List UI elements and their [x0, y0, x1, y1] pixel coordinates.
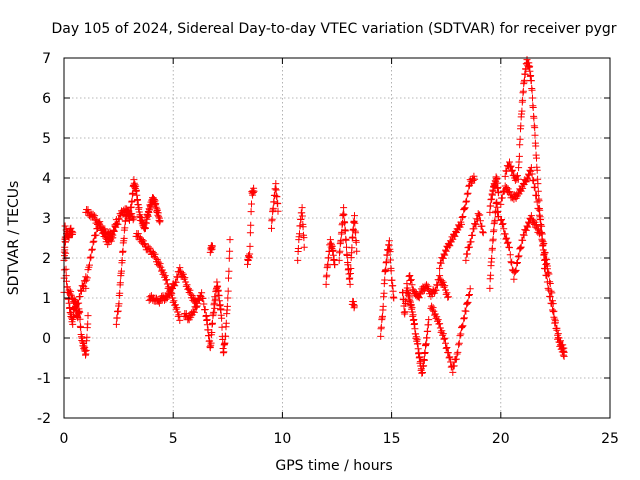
- data-point-markers: [180, 289, 219, 352]
- data-point-markers: [497, 212, 544, 283]
- data-point-markers: [486, 173, 503, 216]
- x-axis-label: GPS time / hours: [275, 458, 392, 474]
- data-point-markers: [211, 236, 234, 357]
- y-tick-label: 7: [42, 51, 51, 67]
- data-point-markers: [436, 172, 479, 272]
- x-tick-label: 5: [169, 431, 178, 447]
- x-tick-label: 10: [273, 431, 291, 447]
- data-point-markers: [64, 273, 90, 309]
- data-points: [60, 56, 568, 377]
- y-tick-label: 5: [42, 131, 51, 147]
- data-point-markers: [126, 176, 164, 233]
- y-tick-label: 0: [42, 331, 51, 347]
- data-point-markers: [541, 264, 568, 356]
- data-point-markers: [427, 285, 474, 376]
- data-point-markers: [244, 184, 258, 268]
- y-tick-label: 1: [42, 291, 51, 307]
- data-point-markers: [462, 210, 487, 264]
- data-point-markers: [294, 204, 308, 264]
- y-tick-label: -2: [37, 411, 51, 427]
- x-tick-label: 0: [60, 431, 69, 447]
- data-point-markers: [377, 237, 398, 340]
- y-axis-label: SDTVAR / TECUs: [6, 181, 22, 296]
- y-tick-label: 6: [42, 91, 51, 107]
- chart-title: Day 105 of 2024, Sidereal Day-to-day VTE…: [51, 21, 616, 37]
- y-tick-label: -1: [37, 371, 51, 387]
- data-point-markers: [399, 280, 433, 377]
- data-point-markers: [335, 204, 361, 288]
- plot-frame: [63, 57, 611, 419]
- grid-lines: [64, 58, 610, 418]
- data-point-markers: [486, 198, 503, 292]
- x-tick-label: 15: [383, 431, 401, 447]
- data-point-markers: [145, 264, 201, 311]
- data-point-markers: [322, 236, 339, 288]
- y-tick-label: 3: [42, 211, 51, 227]
- y-tick-label: 2: [42, 251, 51, 267]
- data-point-markers: [348, 298, 358, 312]
- x-tick-label: 20: [492, 431, 510, 447]
- x-tick-labels: 0 5 10 15 20 25: [60, 431, 619, 447]
- y-tick-label: 4: [42, 171, 51, 187]
- data-point-markers: [268, 180, 282, 232]
- data-point-markers: [405, 272, 452, 302]
- x-tick-label: 25: [601, 431, 619, 447]
- data-point-markers: [206, 242, 216, 256]
- y-tick-labels: -2 -1 0 1 2 3 4 5 6 7: [37, 51, 51, 427]
- axis-ticks: [63, 57, 611, 419]
